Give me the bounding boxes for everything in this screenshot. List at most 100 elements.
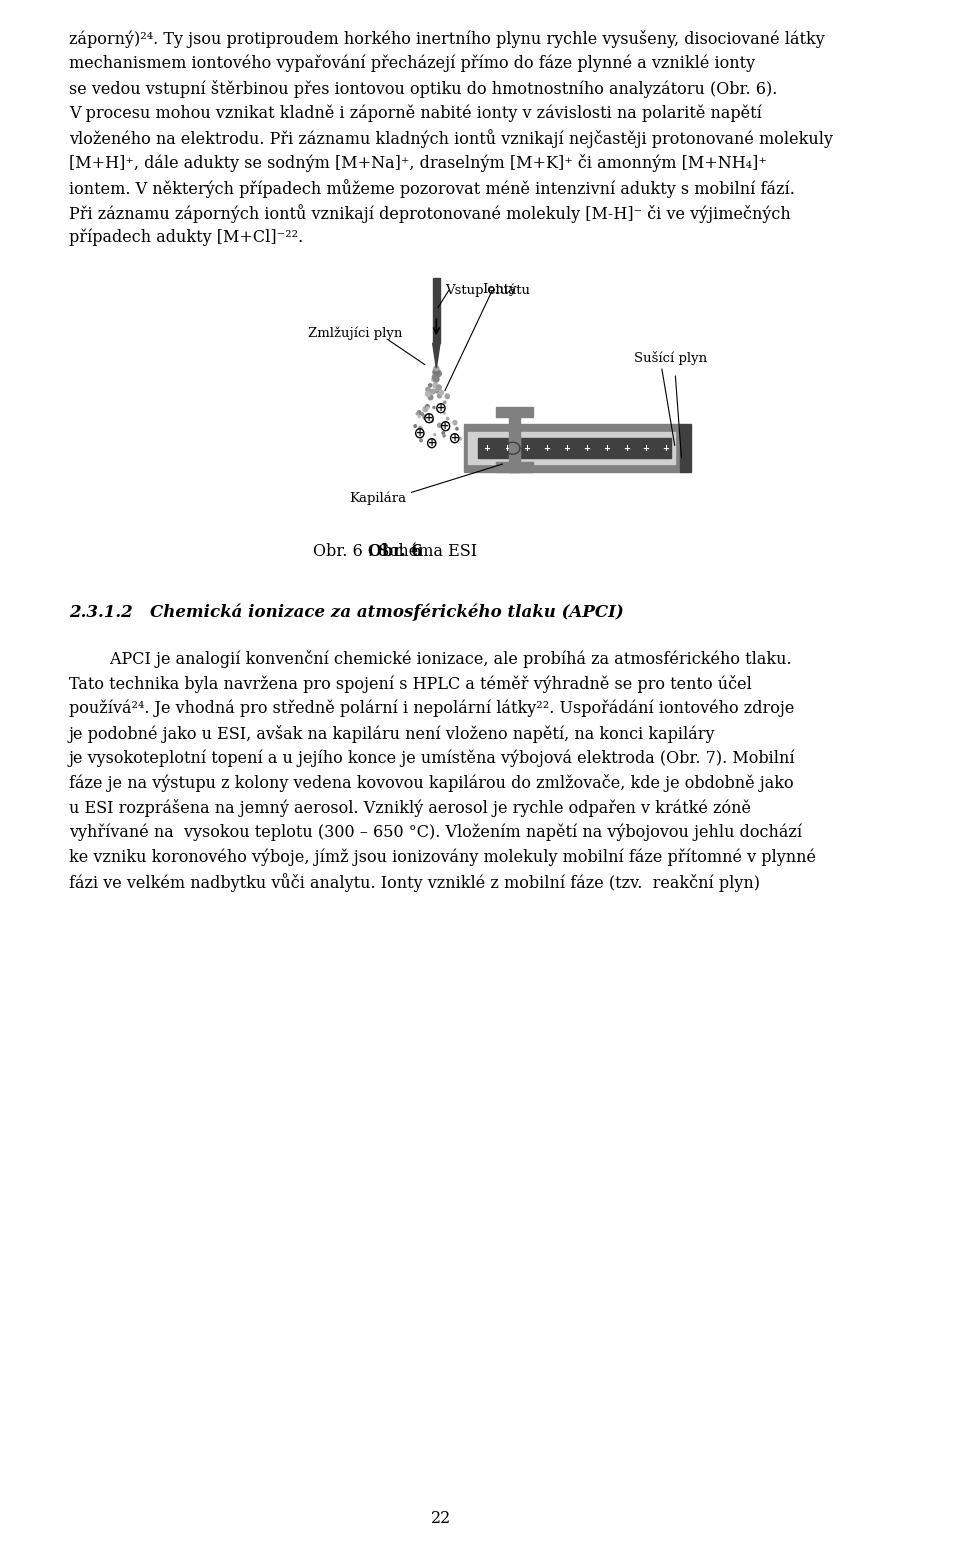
Text: Sušící plyn: Sušící plyn: [634, 351, 707, 365]
Circle shape: [425, 391, 430, 397]
Text: ke vzniku koronového výboje, jímž jsou ionizovány molekuly mobilní fáze přítomné: ke vzniku koronového výboje, jímž jsou i…: [69, 848, 816, 867]
Text: [M+H]⁺, dále adukty se sodným [M+Na]⁺, draselným [M+K]⁺ či amonným [M+NH₄]⁺: [M+H]⁺, dále adukty se sodným [M+Na]⁺, d…: [69, 154, 767, 171]
Circle shape: [426, 389, 430, 394]
Bar: [433, 278, 440, 343]
Circle shape: [433, 406, 435, 408]
Text: Tato technika byla navržena pro spojení s HPLC a téměř výhradně se pro tento úče: Tato technika byla navržena pro spojení …: [69, 675, 752, 694]
Text: fáze je na výstupu z kolony vedena kovovou kapilárou do zmlžovače, kde je obdobn: fáze je na výstupu z kolony vedena kovov…: [69, 774, 794, 793]
Text: záporný)²⁴. Ty jsou protiproudem horkého inertního plynu rychle vysušeny, disoci: záporný)²⁴. Ty jsou protiproudem horkého…: [69, 29, 825, 48]
Text: je podobné jako u ESI, avšak na kapiláru není vloženo napětí, na konci kapiláry: je podobné jako u ESI, avšak na kapiláru…: [69, 725, 715, 743]
Circle shape: [434, 434, 436, 436]
Text: je vysokoteplotní topení a u jejího konce je umístěna výbojová elektroda (Obr. 7: je vysokoteplotní topení a u jejího konc…: [69, 749, 796, 766]
Circle shape: [427, 439, 436, 448]
Circle shape: [433, 383, 438, 388]
Circle shape: [437, 403, 445, 413]
Text: +: +: [603, 443, 610, 453]
Circle shape: [428, 383, 432, 386]
Circle shape: [442, 406, 444, 408]
Bar: [464, 425, 680, 473]
Circle shape: [426, 406, 428, 409]
Circle shape: [426, 388, 430, 392]
Text: +: +: [503, 443, 511, 453]
Circle shape: [414, 425, 417, 428]
Circle shape: [459, 437, 462, 440]
Circle shape: [429, 417, 433, 422]
Text: +: +: [642, 443, 650, 453]
Text: V procesu mohou vznikat kladně i záporně nabité ionty v závislosti na polaritě n: V procesu mohou vznikat kladně i záporně…: [69, 105, 762, 122]
Circle shape: [435, 375, 438, 379]
Circle shape: [434, 366, 439, 371]
Circle shape: [436, 371, 441, 375]
Circle shape: [434, 366, 439, 371]
Text: Obr. 6: Obr. 6: [368, 544, 422, 561]
Bar: [468, 433, 675, 463]
Circle shape: [438, 386, 441, 389]
Circle shape: [434, 369, 439, 374]
Circle shape: [420, 436, 423, 437]
Text: 2.3.1.2   Chemická ionizace za atmosférického tlaku (APCI): 2.3.1.2 Chemická ionizace za atmosférick…: [69, 603, 624, 621]
Text: +: +: [442, 422, 449, 431]
Circle shape: [425, 405, 429, 408]
Circle shape: [428, 396, 433, 400]
Circle shape: [417, 413, 419, 414]
Text: APCI je analogií konvenční chemické ionizace, ale probíhá za atmosférického tlak: APCI je analogií konvenční chemické ioni…: [69, 650, 792, 667]
Text: Zmlžujíci plyn: Zmlžujíci plyn: [308, 326, 402, 340]
Circle shape: [425, 414, 433, 423]
Circle shape: [418, 411, 420, 414]
Text: +: +: [543, 443, 550, 453]
Circle shape: [423, 416, 426, 419]
Bar: [478, 439, 671, 459]
Text: vyhřívané na  vysokou teplotu (300 – 650 °C). Vložením napětí na výbojovou jehlu: vyhřívané na vysokou teplotu (300 – 650 …: [69, 823, 802, 842]
Text: +: +: [437, 403, 445, 413]
Circle shape: [437, 374, 440, 377]
Circle shape: [435, 369, 439, 372]
Circle shape: [444, 413, 445, 414]
Text: +: +: [623, 443, 630, 453]
Text: +: +: [563, 443, 570, 453]
Circle shape: [435, 366, 438, 371]
Bar: [496, 462, 533, 473]
Text: se vedou vstupní štěrbinou přes iontovou optiku do hmotnostního analyzátoru (Obr: se vedou vstupní štěrbinou přes iontovou…: [69, 80, 778, 97]
Circle shape: [432, 379, 434, 382]
Circle shape: [453, 436, 456, 439]
Circle shape: [443, 434, 445, 437]
Text: +: +: [662, 443, 669, 453]
Text: 22: 22: [431, 1509, 451, 1526]
Text: +: +: [428, 439, 436, 448]
Text: Při záznamu záporných iontů vznikají deprotonované molekuly [M-H]⁻ či ve výjimeč: Při záznamu záporných iontů vznikají dep…: [69, 204, 791, 222]
Text: +: +: [416, 428, 424, 439]
Circle shape: [438, 423, 441, 426]
Bar: [509, 437, 520, 473]
Text: vloženého na elektrodu. Při záznamu kladných iontů vznikají nejčastěji protonova: vloženého na elektrodu. Při záznamu klad…: [69, 130, 833, 148]
Circle shape: [436, 388, 439, 391]
Text: +: +: [450, 433, 459, 443]
Text: iontem. V některých případech můžeme pozorovat méně intenzivní adukty s mobilní : iontem. V některých případech můžeme poz…: [69, 179, 795, 198]
Text: Kapilára: Kapilára: [349, 491, 406, 505]
Text: +: +: [523, 443, 530, 453]
Text: Ionty: Ionty: [482, 283, 516, 297]
Text: případech adukty [M+Cl]⁻²².: případech adukty [M+Cl]⁻²².: [69, 229, 303, 246]
Circle shape: [444, 402, 445, 403]
Text: mechanismem iontového vypařování přecházejí přímo do fáze plynné a vzniklé ionty: mechanismem iontového vypařování přecház…: [69, 54, 755, 73]
Circle shape: [436, 371, 442, 377]
Circle shape: [446, 417, 448, 420]
Circle shape: [450, 434, 459, 443]
Circle shape: [453, 420, 457, 425]
Text: u ESI rozprášena na jemný aerosol. Vzniklý aerosol je rychle odpařen v krátké zó: u ESI rozprášena na jemný aerosol. Vznik…: [69, 799, 751, 817]
Text: +: +: [583, 443, 589, 453]
Circle shape: [440, 391, 444, 396]
Text: +: +: [425, 413, 433, 423]
Circle shape: [442, 431, 444, 434]
Circle shape: [419, 416, 420, 417]
Circle shape: [434, 374, 436, 375]
Circle shape: [445, 394, 449, 399]
Text: fázi ve velkém nadbytku vůči analytu. Ionty vzniklé z mobilní fáze (tzv.  reakčn: fázi ve velkém nadbytku vůči analytu. Io…: [69, 873, 760, 893]
Circle shape: [432, 374, 438, 380]
Circle shape: [438, 394, 442, 399]
Bar: [509, 413, 520, 447]
Circle shape: [420, 413, 423, 416]
Text: +: +: [484, 443, 491, 453]
Circle shape: [419, 426, 422, 431]
Polygon shape: [433, 343, 440, 368]
Circle shape: [420, 439, 422, 442]
